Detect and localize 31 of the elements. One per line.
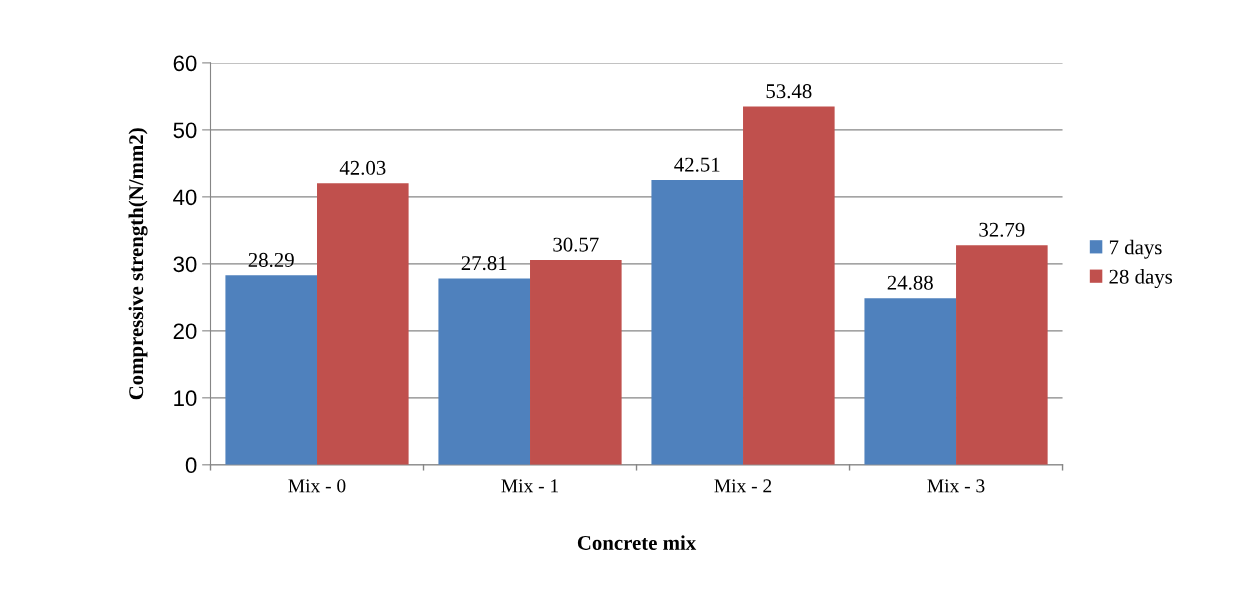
y-tick-label: 0 xyxy=(185,457,197,474)
bar xyxy=(438,278,531,465)
bar xyxy=(651,180,744,465)
data-label: 27.81 xyxy=(461,256,507,271)
legend-label: 28 days xyxy=(1109,269,1173,289)
y-tick-label: 20 xyxy=(173,323,197,340)
x-tick-label: Mix - 0 xyxy=(288,479,346,493)
data-label: 30.57 xyxy=(553,237,599,252)
y-tick-label: 10 xyxy=(174,390,197,407)
x-tick-label: Mix - 2 xyxy=(714,479,772,493)
legend-label: 7 days xyxy=(1109,239,1162,259)
y-tick-label: 50 xyxy=(173,122,197,139)
data-label: 42.51 xyxy=(674,157,720,172)
y-tick-label: 60 xyxy=(173,55,197,72)
bar xyxy=(530,260,622,465)
bar xyxy=(864,298,957,465)
y-axis-title: Compressive strength(N/mm2) xyxy=(128,128,148,400)
bar xyxy=(225,275,318,465)
x-tick-label: Mix - 3 xyxy=(927,479,985,493)
data-label: 42.03 xyxy=(339,160,386,175)
bar xyxy=(317,183,409,465)
data-label: 28.29 xyxy=(248,252,294,268)
data-label: 24.88 xyxy=(887,275,933,290)
x-axis-title: Concrete mix xyxy=(577,535,697,550)
y-tick-label: 30 xyxy=(173,256,197,273)
x-tick-label: Mix - 1 xyxy=(501,479,559,493)
y-tick-label: 40 xyxy=(173,189,197,206)
bar xyxy=(743,106,835,465)
bar xyxy=(956,245,1048,465)
data-label: 32.79 xyxy=(979,222,1025,237)
data-label: 53.48 xyxy=(766,84,812,99)
